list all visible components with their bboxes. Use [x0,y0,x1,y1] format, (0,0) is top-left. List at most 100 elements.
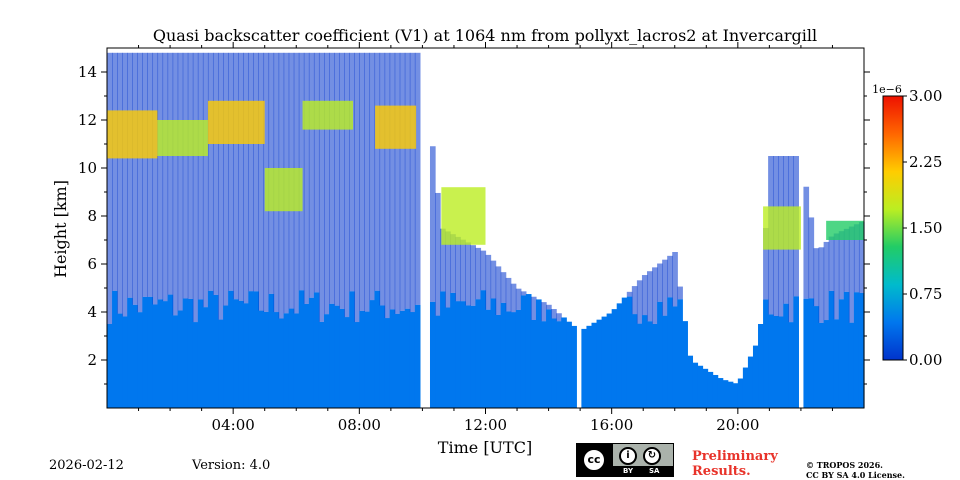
signal-cell-dense [142,296,148,408]
signal-cell-sparse [182,52,189,299]
signal-cell-dense [359,310,365,408]
signal-cell-dense [823,320,830,408]
license-line-2: CC BY SA 4.0 License. [806,470,905,480]
signal-cell-dense [414,304,421,408]
signal-cell-dense [404,308,411,408]
signal-cell-sparse [308,52,315,298]
signal-cell-sparse [152,52,159,305]
signal-cell-dense [197,299,204,408]
signal-cell-dense [828,290,835,408]
signal-cell-dense [369,300,376,408]
signal-cell-dense [843,291,850,408]
signal-cell-dense [838,299,845,408]
date-label: 2026-02-12 [49,458,124,473]
signal-cell-dense [758,324,764,408]
signal-cell-dense [611,309,618,408]
signal-cell-dense [137,312,143,408]
signal-cell-dense [646,321,653,408]
signal-cell-dense [460,301,466,408]
signal-cell-sparse [192,52,199,323]
signal-cell-dense [803,298,810,408]
signal-cell-sparse [662,259,668,316]
signal-cell-sparse [490,260,497,299]
signal-cell-dense [162,301,169,408]
signal-cell-dense [147,296,154,408]
signal-cell-sparse [167,52,174,295]
signal-cell-dense [783,303,789,408]
signal-cell-sparse [505,277,512,312]
signal-cell-sparse [475,247,482,300]
signal-cell-dense [808,298,815,408]
signal-cell-dense [813,306,820,408]
signal-cell-sparse [258,52,265,311]
signal-cell-sparse [858,221,865,293]
signal-cell-dense [652,323,658,408]
signal-cell-sparse [672,252,678,307]
x-tick-label: 04:00 [212,416,255,434]
by-label: BY [623,467,634,475]
signal-cell-dense [485,309,492,408]
signal-cell-dense [566,321,572,408]
signal-cell-sparse [132,52,138,305]
signal-cell-dense [722,380,729,408]
signal-cell-dense [238,300,244,408]
signal-cell-sparse [429,146,436,302]
signal-cell-dense [288,308,295,408]
signal-cell-dense [429,301,436,408]
signal-cell-dense [263,311,270,408]
colorbar-tick-label: 0.75 [909,285,942,303]
colorbar-gradient [882,95,904,361]
signal-cell-sparse [641,275,648,316]
signal-cell-dense [233,299,239,408]
signal-cell-dense [324,314,330,408]
preliminary-line-2: Results. [692,464,751,479]
signal-cell-dense [318,321,325,408]
signal-cell-sparse [520,291,527,296]
cc-license-badge: cc i ↻ BY SA [576,443,674,477]
colorbar-tick-label: 0.00 [909,351,942,369]
signal-cell-sparse [344,52,350,318]
signal-cell-dense [490,298,497,408]
preliminary-line-1: Preliminary [692,449,778,464]
signal-cell-dense [384,318,391,408]
signal-cell-sparse [843,228,850,292]
signal-cell-dense [298,290,305,408]
signal-cell-dense [631,314,638,408]
chart-title: Quasi backscatter coefficient (V1) at 10… [153,26,817,45]
signal-cell-sparse [833,233,840,320]
signal-cell-dense [848,322,855,408]
signal-cell-dense [127,297,133,408]
y-tick-label: 10 [78,159,97,177]
signal-cell-dense [117,313,123,408]
signal-cell-dense [212,294,219,408]
signal-cell-dense [177,310,184,408]
signal-cell-sparse [808,217,815,299]
signal-cell-dense [657,301,663,408]
license-line-1: © TROPOS 2026. [806,460,883,470]
y-tick-label: 14 [78,63,97,81]
signal-cell-dense [833,319,840,408]
signal-cell-dense [672,306,678,408]
signal-cell-dense [132,304,138,408]
colorbar-tick-label: 3.00 [909,87,942,105]
signal-cell-sparse [253,52,259,292]
signal-cell-dense [495,314,502,408]
signal-cell-dense [687,355,694,408]
signal-cell-dense [677,299,683,408]
signal-cell-dense [399,310,406,408]
x-tick-label: 16:00 [590,416,633,434]
signal-cell-sparse [162,52,169,302]
signal-cell-sparse [324,52,330,315]
signal-cell-sparse [147,52,154,297]
x-tick-label: 08:00 [338,416,381,434]
signal-cell-dense [455,301,461,408]
signal-cell-sparse [541,302,547,322]
signal-cell-dense [773,315,779,408]
signal-cell-dense [344,317,350,408]
signal-cell-dense [243,303,249,408]
signal-cell-dense [712,374,719,408]
signal-cell-dense [354,322,360,408]
signal-cell-sparse [374,52,381,291]
signal-cell-sparse [435,192,441,316]
x-tick-label: 20:00 [716,416,759,434]
